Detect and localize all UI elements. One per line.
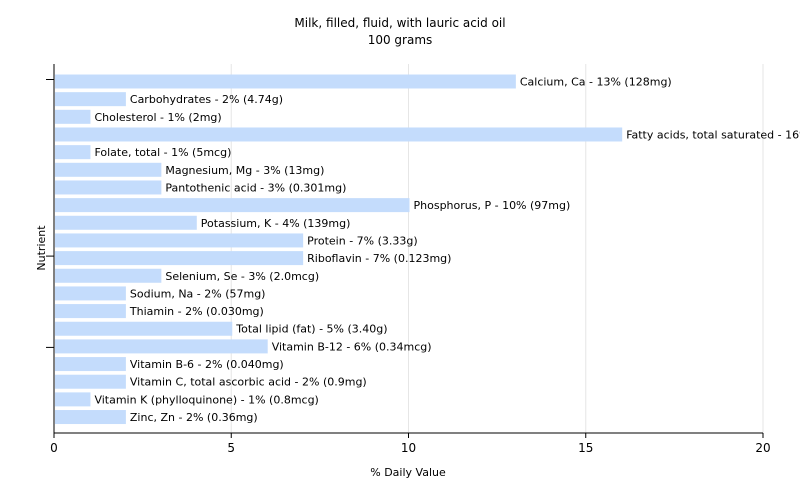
- chart-subtitle: 100 grams: [368, 33, 433, 47]
- bar-label: Vitamin K (phylloquinone) - 1% (0.8mcg): [94, 393, 318, 406]
- bar: [55, 410, 126, 425]
- bar-label: Phosphorus, P - 10% (97mg): [414, 199, 571, 212]
- bar: [55, 392, 91, 407]
- bar: [55, 233, 304, 248]
- bar-label: Protein - 7% (3.33g): [307, 234, 418, 247]
- bars: Calcium, Ca - 13% (128mg) Carbohydrates -…: [55, 74, 800, 425]
- bar-label: Selenium, Se - 3% (2.0mcg): [165, 270, 319, 283]
- bar-label: Vitamin B-6 - 2% (0.040mg): [130, 358, 284, 371]
- bar-label: Sodium, Na - 2% (57mg): [130, 287, 266, 300]
- bar: [55, 145, 91, 160]
- bar-label: Vitamin B-12 - 6% (0.34mcg): [272, 340, 432, 353]
- x-axis-title: % Daily Value: [370, 466, 446, 479]
- bar: [55, 162, 162, 177]
- chart-title: Milk, filled, fluid, with lauric acid oi…: [294, 16, 505, 30]
- bar-label: Cholesterol - 1% (2mg): [94, 111, 221, 124]
- bar-label: Zinc, Zn - 2% (0.36mg): [130, 411, 258, 424]
- bar: [55, 268, 162, 283]
- bar-label: Calcium, Ca - 13% (128mg): [520, 76, 672, 89]
- bar: [55, 127, 623, 142]
- bar-label: Carbohydrates - 2% (4.74g): [130, 93, 283, 106]
- x-tick-label: 0: [50, 441, 58, 455]
- x-tick-label: 5: [227, 441, 235, 455]
- bar: [55, 198, 410, 213]
- bar: [55, 109, 91, 124]
- bar-label: Potassium, K - 4% (139mg): [201, 217, 351, 230]
- bar-label: Pantothenic acid - 3% (0.301mg): [165, 181, 346, 194]
- x-tick-label: 20: [755, 441, 770, 455]
- bar: [55, 357, 126, 372]
- bar-label: Total lipid (fat) - 5% (3.40g): [235, 323, 387, 336]
- bar: [55, 74, 516, 89]
- bar: [55, 339, 268, 354]
- bar: [55, 374, 126, 389]
- bar: [55, 286, 126, 301]
- gridlines: [230, 64, 764, 433]
- bar-label: Fatty acids, total saturated - 16% (3.10…: [626, 128, 800, 141]
- x-tick-label: 10: [401, 441, 416, 455]
- bar-label: Thiamin - 2% (0.030mg): [129, 305, 264, 318]
- bar: [55, 92, 126, 107]
- bar-label: Vitamin C, total ascorbic acid - 2% (0.9…: [130, 376, 367, 389]
- bar-label: Folate, total - 1% (5mcg): [94, 146, 231, 159]
- bar-label: Magnesium, Mg - 3% (13mg): [165, 164, 324, 177]
- x-tick-label: 15: [578, 441, 593, 455]
- bar: [55, 215, 197, 230]
- bar: [55, 180, 162, 195]
- bar: [55, 321, 233, 336]
- bar: [55, 251, 304, 266]
- bar-label: Riboflavin - 7% (0.123mg): [307, 252, 451, 265]
- bar: [55, 304, 126, 319]
- y-axis-title: Nutrient: [35, 225, 48, 271]
- axes: 0 5 10 15 20: [46, 64, 771, 455]
